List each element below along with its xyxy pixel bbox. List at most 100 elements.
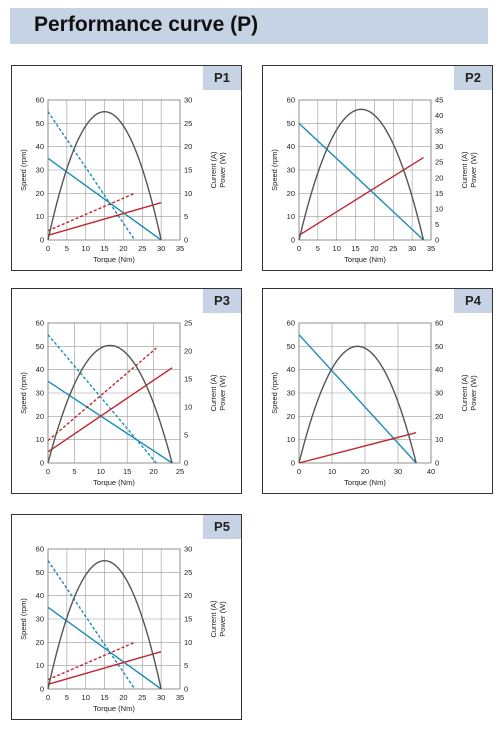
x-axis-label: Torque (Nm) xyxy=(93,704,135,713)
y-right-tick-label: 15 xyxy=(184,615,192,624)
chart-panel-p1: 0 5 10 15 20 25 30 35 0 10 20 30 40 50 60 0 5 10 15 20 25 30 T… xyxy=(11,65,242,271)
x-tick-label: 35 xyxy=(176,693,184,702)
y-left-axis-label: Speed (rpm) xyxy=(270,149,279,191)
y-right-tick-label: 25 xyxy=(435,158,443,167)
y-left-tick-label: 40 xyxy=(287,365,295,374)
x-tick-label: 30 xyxy=(408,244,416,253)
y-left-tick-label: 0 xyxy=(40,459,44,468)
page-title: Performance curve (P) xyxy=(34,13,259,36)
y-right-tick-label: 15 xyxy=(184,375,192,384)
y-right-tick-label: 0 xyxy=(435,236,439,245)
y-left-tick-label: 50 xyxy=(36,342,44,351)
series-line-power xyxy=(47,110,162,241)
series-line-power xyxy=(298,108,425,241)
y-right-axis-label-current: Current (A) xyxy=(460,374,469,412)
x-tick-label: 30 xyxy=(394,467,402,476)
x-tick-label: 20 xyxy=(149,467,157,476)
y-left-tick-label: 0 xyxy=(40,685,44,694)
series-line-current xyxy=(47,650,162,686)
y-left-tick-label: 60 xyxy=(36,319,44,328)
series-line-speed-dashed xyxy=(47,560,136,690)
y-left-tick-label: 30 xyxy=(36,615,44,624)
series-line-power xyxy=(298,345,417,464)
y-left-tick-label: 60 xyxy=(36,96,44,105)
y-right-tick-label: 40 xyxy=(435,111,443,120)
y-right-tick-label: 10 xyxy=(435,204,443,213)
y-right-tick-label: 40 xyxy=(435,365,443,374)
chart-label-badge: P5 xyxy=(203,515,241,539)
x-tick-label: 25 xyxy=(138,693,146,702)
y-right-tick-label: 20 xyxy=(184,591,192,600)
y-right-axis-label-power: Power (W) xyxy=(218,601,227,637)
y-left-tick-label: 10 xyxy=(36,212,44,221)
x-tick-label: 0 xyxy=(297,244,301,253)
x-axis-label: Torque (Nm) xyxy=(344,478,386,487)
y-right-tick-label: 25 xyxy=(184,119,192,128)
y-right-tick-label: 35 xyxy=(435,127,443,136)
y-right-axis-label-current: Current (A) xyxy=(460,151,469,189)
x-axis-label: Torque (Nm) xyxy=(93,255,135,264)
x-tick-label: 40 xyxy=(427,467,435,476)
series-line-speed xyxy=(47,380,173,464)
chart-p5: 0 5 10 15 20 25 30 350102030405060051015202530T… xyxy=(19,545,227,714)
y-right-tick-label: 10 xyxy=(184,403,192,412)
x-tick-label: 5 xyxy=(65,693,69,702)
x-tick-label: 10 xyxy=(328,467,336,476)
series-line-speed-dashed xyxy=(47,111,136,241)
y-left-axis-label: Speed (rpm) xyxy=(19,598,28,640)
y-right-tick-label: 5 xyxy=(184,212,188,221)
y-right-axis-label-power: Power (W) xyxy=(218,375,227,411)
chart-p2: 0 5 10 15 20 25 30 3501020304050600510152025303… xyxy=(270,96,478,265)
y-left-tick-label: 50 xyxy=(287,119,295,128)
y-right-tick-label: 15 xyxy=(435,189,443,198)
x-tick-label: 0 xyxy=(46,467,50,476)
y-right-tick-label: 20 xyxy=(435,173,443,182)
series-line-current xyxy=(298,156,424,236)
x-tick-label: 5 xyxy=(65,244,69,253)
series-line-power xyxy=(47,344,173,464)
y-left-tick-label: 60 xyxy=(287,96,295,105)
x-tick-label: 5 xyxy=(72,467,76,476)
x-axis-label: Torque (Nm) xyxy=(344,255,386,264)
x-axis-label: Torque (Nm) xyxy=(93,478,135,487)
y-right-tick-label: 20 xyxy=(184,347,192,356)
y-right-tick-label: 50 xyxy=(435,342,443,351)
y-left-tick-label: 20 xyxy=(287,412,295,421)
y-left-tick-label: 30 xyxy=(287,389,295,398)
chart-panel-p2: 0 5 10 15 20 25 30 35 0 10 20 30 40 50 60 0 5 10 15 20 25 30 3… xyxy=(262,65,493,271)
y-right-tick-label: 5 xyxy=(435,220,439,229)
x-tick-label: 0 xyxy=(46,244,50,253)
plot-frame xyxy=(47,99,181,241)
y-left-tick-label: 40 xyxy=(36,365,44,374)
plot-frame xyxy=(47,548,181,690)
x-tick-label: 10 xyxy=(82,693,90,702)
series-line-current-dashed xyxy=(47,641,136,681)
plot-frame xyxy=(298,99,432,241)
y-left-tick-label: 10 xyxy=(287,435,295,444)
x-tick-label: 20 xyxy=(370,244,378,253)
series-line-current xyxy=(298,431,417,464)
y-right-tick-label: 15 xyxy=(184,166,192,175)
series-line-speed xyxy=(47,157,162,241)
y-right-axis-label-current: Current (A) xyxy=(209,151,218,189)
y-left-tick-label: 50 xyxy=(36,119,44,128)
x-tick-label: 0 xyxy=(46,693,50,702)
y-left-tick-label: 30 xyxy=(36,389,44,398)
series-line-speed xyxy=(298,334,417,464)
y-right-tick-label: 5 xyxy=(184,431,188,440)
x-tick-label: 25 xyxy=(176,467,184,476)
y-left-tick-label: 40 xyxy=(36,142,44,151)
plot-frame xyxy=(298,322,432,464)
y-left-axis-label: Speed (rpm) xyxy=(270,372,279,414)
y-left-tick-label: 20 xyxy=(36,638,44,647)
x-tick-label: 25 xyxy=(138,244,146,253)
y-right-tick-label: 10 xyxy=(184,189,192,198)
series-line-speed-dashed xyxy=(47,334,157,464)
y-left-tick-label: 20 xyxy=(36,412,44,421)
y-left-tick-label: 50 xyxy=(36,568,44,577)
x-tick-label: 25 xyxy=(389,244,397,253)
y-left-tick-label: 0 xyxy=(291,459,295,468)
y-right-tick-label: 30 xyxy=(184,96,192,105)
x-tick-label: 5 xyxy=(316,244,320,253)
y-right-tick-label: 60 xyxy=(435,319,443,328)
